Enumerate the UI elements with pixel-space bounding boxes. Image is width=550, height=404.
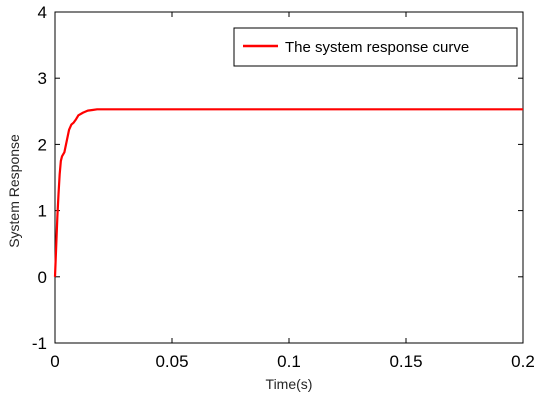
x-tick-label: 0.15 bbox=[389, 352, 422, 371]
y-tick-label: 2 bbox=[38, 135, 47, 154]
plot-area bbox=[54, 11, 524, 344]
x-tick-label: 0.1 bbox=[277, 352, 301, 371]
y-axis-label: System Response bbox=[6, 134, 22, 248]
legend-label: The system response curve bbox=[285, 39, 469, 56]
y-tick-label: 0 bbox=[38, 268, 47, 287]
y-tick-label: -1 bbox=[32, 334, 47, 353]
series-line bbox=[53, 108, 523, 277]
y-tick-label: 4 bbox=[38, 3, 47, 22]
ticks bbox=[54, 11, 524, 344]
x-tick-label: 0.2 bbox=[511, 352, 535, 371]
series-layer bbox=[53, 108, 523, 277]
x-axis-label: Time(s) bbox=[266, 376, 313, 392]
x-tick-label: 0.05 bbox=[155, 352, 188, 371]
legend-box bbox=[233, 27, 518, 67]
legend: The system response curve bbox=[233, 27, 518, 67]
x-tick-label: 0 bbox=[50, 352, 59, 371]
y-tick-label: 3 bbox=[38, 69, 47, 88]
y-tick-label: 1 bbox=[38, 202, 47, 221]
